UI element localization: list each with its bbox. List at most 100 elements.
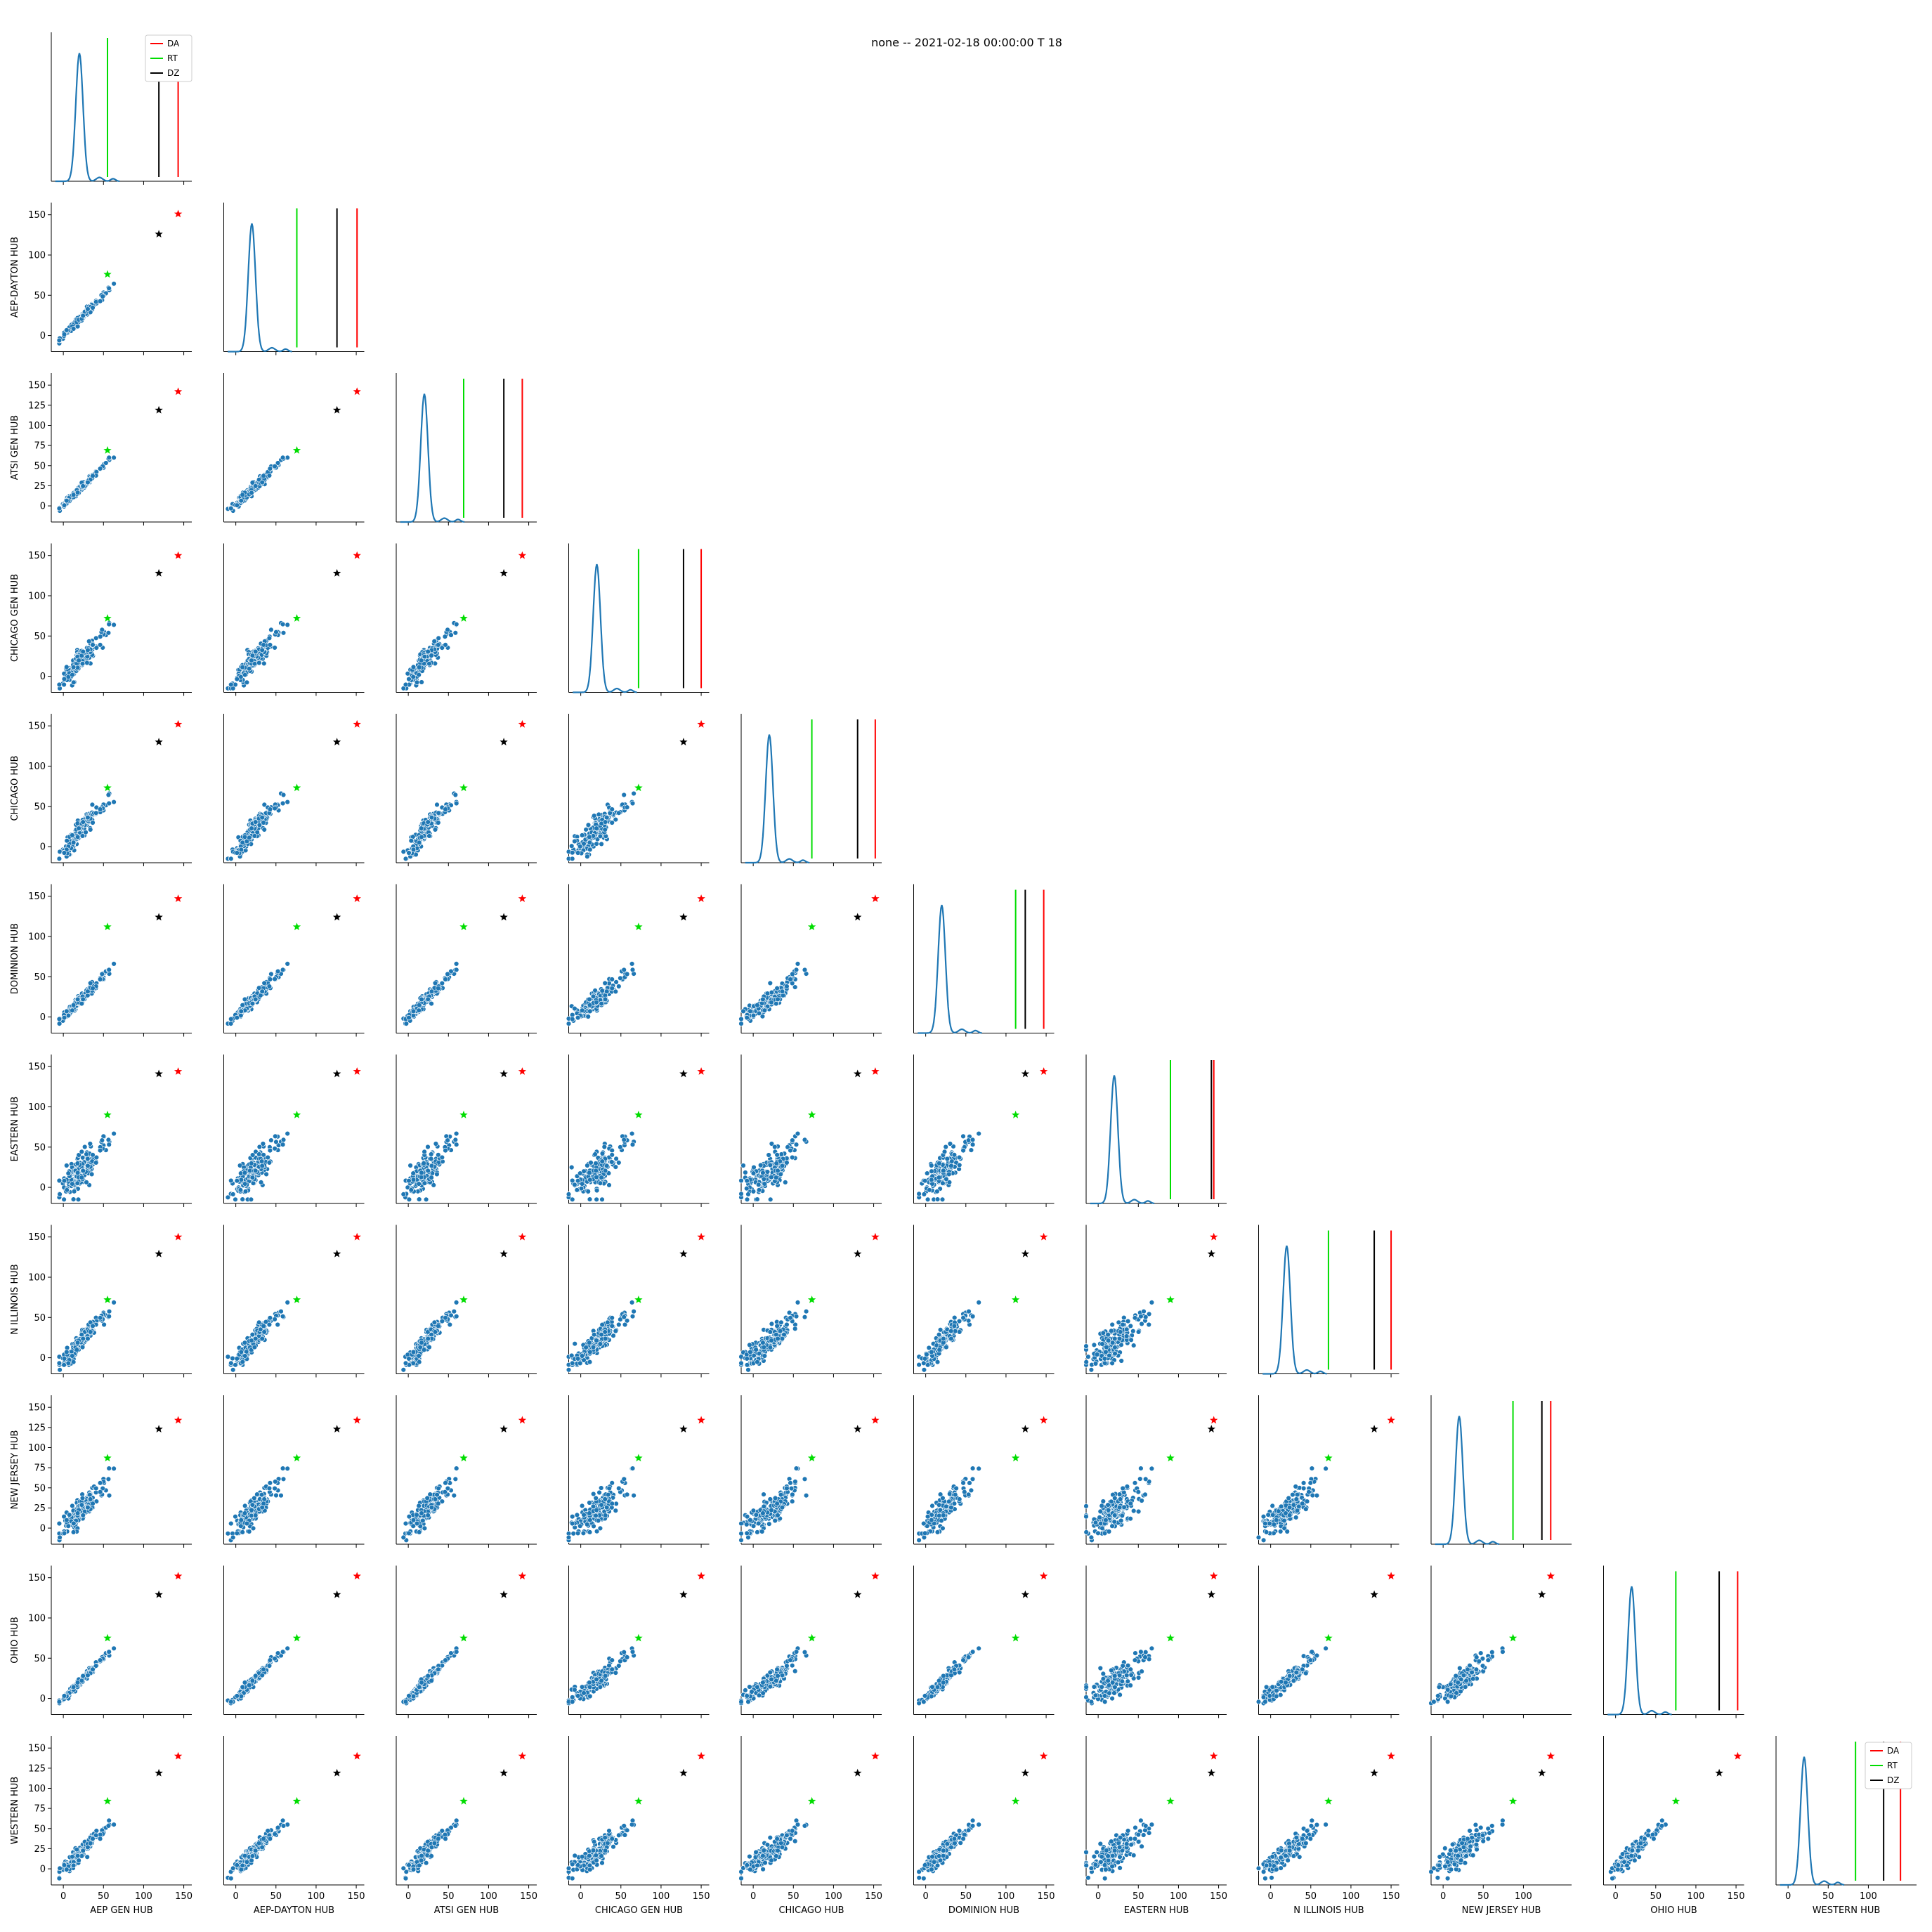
scatter-point (570, 1017, 575, 1022)
y-tick-label: 0 (40, 1183, 46, 1194)
scatter-point (80, 1345, 85, 1350)
scatter-point (280, 801, 285, 806)
scatter-point (917, 1192, 922, 1196)
scatter-point (970, 1314, 975, 1319)
scatter-point (273, 977, 278, 981)
scatter-point (580, 1182, 585, 1187)
da-star (518, 894, 526, 902)
scatter-point (273, 1317, 278, 1321)
scatter-point (411, 1177, 416, 1182)
scatter-point (794, 1142, 799, 1147)
scatter-point (570, 1178, 575, 1183)
scatter-point (454, 1142, 459, 1147)
scatter-point (744, 1186, 749, 1191)
panel-6-4 (739, 1055, 882, 1207)
y-axis-label: CHICAGO GEN HUB (10, 574, 20, 662)
scatter-point (235, 851, 240, 856)
da-star (174, 551, 182, 559)
scatter-point (243, 1189, 248, 1194)
da-star (353, 1067, 361, 1075)
scatter-point (280, 1314, 285, 1319)
scatter-point (235, 1015, 240, 1020)
scatter-point (57, 506, 62, 511)
scatter-point (417, 840, 422, 845)
y-tick-label: 0 (40, 672, 46, 682)
scatter-point (57, 1361, 62, 1366)
scatter-point (250, 653, 255, 658)
scatter-point (774, 1161, 779, 1166)
scatter-point (273, 646, 278, 651)
scatter-point (77, 658, 81, 663)
scatter-point (603, 981, 608, 986)
scatter-point (253, 484, 258, 489)
scatter-point (253, 820, 258, 825)
scatter-point (417, 1197, 422, 1202)
scatter-point (788, 1315, 793, 1320)
scatter-point (946, 1172, 951, 1177)
panel-4-3 (566, 714, 709, 866)
scatter-point (239, 847, 244, 852)
kde-line (745, 735, 809, 863)
y-axis-label: N ILLINOIS HUB (10, 1264, 20, 1334)
scatter-point (766, 1153, 771, 1158)
scatter-point (596, 812, 601, 817)
scatter-point (573, 1006, 577, 1011)
scatter-point (802, 1314, 807, 1319)
da-star (697, 720, 705, 728)
scatter-point (584, 827, 589, 832)
y-axis-label: CHICAGO HUB (10, 755, 20, 821)
rt-star (459, 922, 467, 930)
scatter-point (112, 799, 117, 804)
scatter-point (632, 1309, 637, 1314)
dz-star (155, 569, 162, 577)
scatter-point (106, 792, 111, 797)
scatter-point (235, 1178, 240, 1183)
scatter-point (429, 1001, 434, 1006)
scatter-point (435, 1172, 440, 1177)
scatter-point (630, 1314, 635, 1319)
scatter-point (929, 1177, 934, 1182)
scatter-point (573, 839, 577, 844)
scatter-point (607, 1183, 612, 1188)
dz-star (155, 738, 162, 745)
panel-5-1 (224, 885, 365, 1037)
scatter-point (285, 799, 290, 804)
scatter-point (285, 962, 290, 967)
scatter-point (250, 1175, 255, 1180)
dz-star (155, 1250, 162, 1258)
scatter-point (57, 1178, 62, 1183)
scatter-point (71, 1197, 76, 1202)
scatter-point (774, 1001, 778, 1006)
scatter-point (761, 997, 766, 1002)
scatter-point (57, 682, 62, 687)
scatter-point (443, 1148, 448, 1153)
scatter-point (969, 1148, 974, 1153)
scatter-point (64, 665, 69, 670)
scatter-point (58, 1367, 63, 1372)
scatter-point (769, 1338, 774, 1343)
scatter-point (921, 1361, 926, 1366)
scatter-point (609, 1160, 614, 1165)
scatter-point (586, 823, 591, 828)
scatter-point (436, 821, 440, 825)
dz-star (500, 738, 507, 745)
panel-5-5 (914, 885, 1055, 1037)
scatter-point (98, 299, 103, 303)
scatter-point (948, 1329, 953, 1333)
scatter-point (242, 997, 247, 1002)
scatter-point (602, 1144, 607, 1149)
scatter-point (569, 1165, 574, 1170)
rt-star (293, 1111, 301, 1118)
scatter-point (242, 835, 247, 840)
scatter-point (443, 643, 448, 648)
scatter-point (795, 1131, 800, 1136)
scatter-point (739, 1022, 744, 1026)
scatter-point (944, 1144, 948, 1149)
scatter-point (746, 1367, 751, 1372)
scatter-point (616, 1161, 621, 1166)
scatter-point (249, 1161, 254, 1166)
scatter-point (81, 484, 86, 489)
y-tick-label: 100 (28, 591, 46, 601)
